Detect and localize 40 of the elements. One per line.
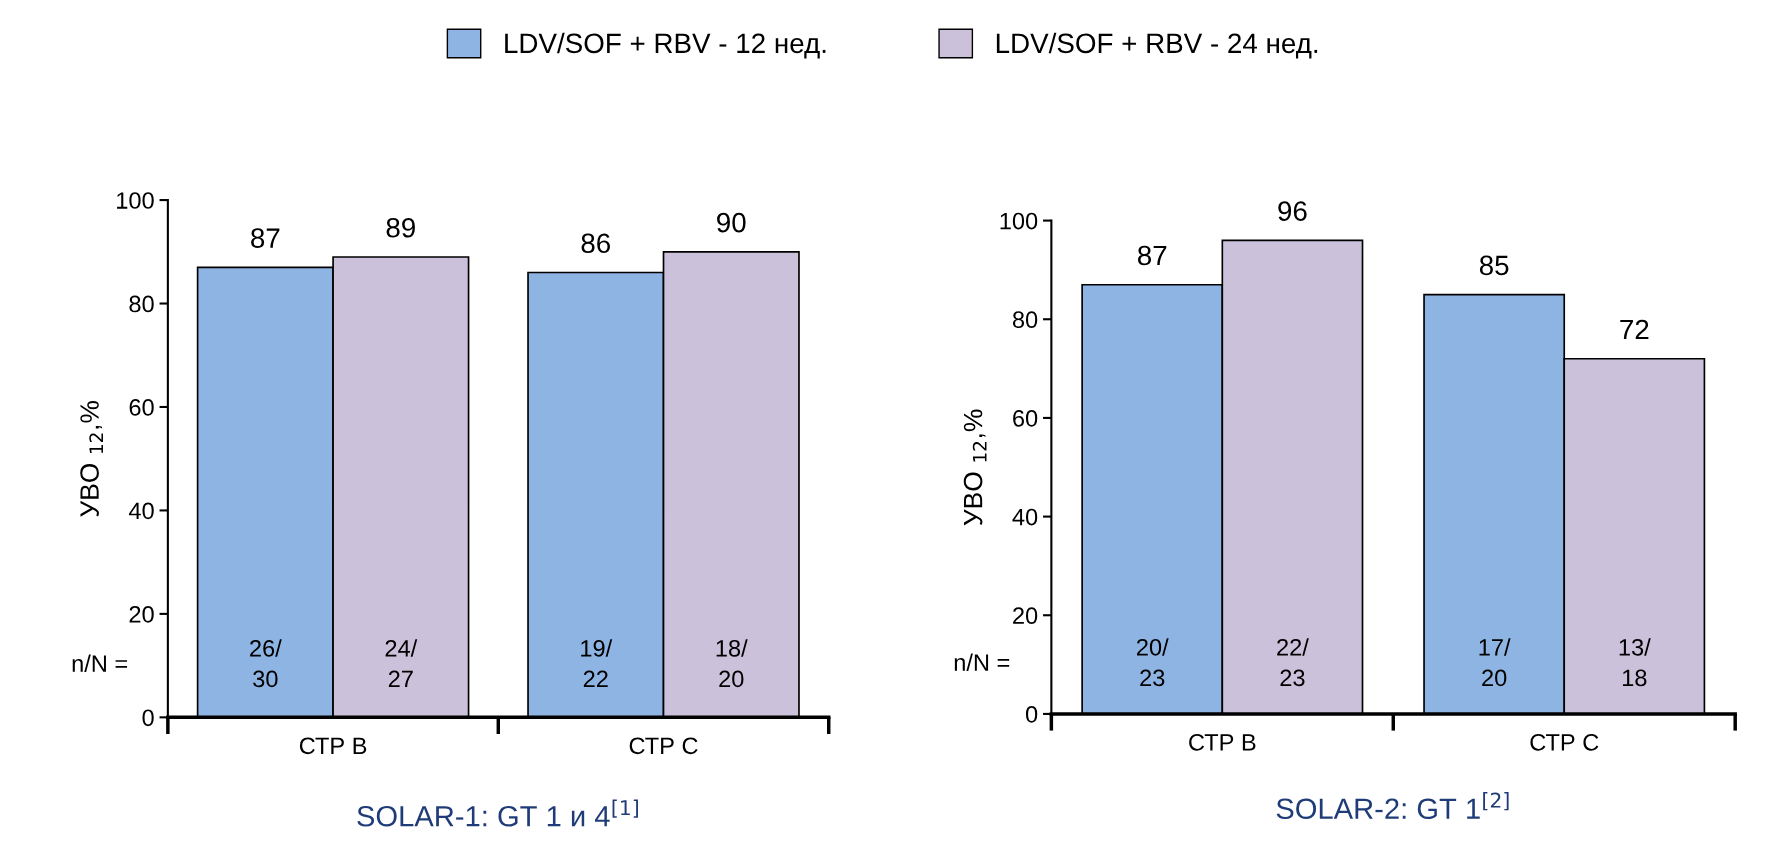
data-label: 86 bbox=[581, 233, 610, 254]
x-tick-label: СТР B bbox=[1189, 733, 1256, 751]
x-tick-label: СТР C bbox=[1530, 733, 1599, 751]
data-label: 96 bbox=[1278, 201, 1307, 221]
text: n/N = bbox=[72, 654, 128, 672]
data-label: 87 bbox=[251, 228, 280, 248]
y-tick-label: 20 bbox=[1013, 607, 1038, 625]
annotation: 24/ 27 bbox=[385, 639, 418, 688]
annotation: 19/ 22 bbox=[581, 639, 613, 688]
y-tick-label: 40 bbox=[1012, 508, 1038, 526]
y-tick-label: 40 bbox=[128, 502, 154, 520]
annotation: 18/ 20 bbox=[716, 639, 748, 688]
y-tick-label: 80 bbox=[1012, 311, 1038, 329]
y-tick-label: 60 bbox=[1013, 409, 1038, 427]
y-tick-label: 100 bbox=[117, 192, 154, 209]
x-tick-label: СТР B bbox=[299, 737, 367, 755]
text: SOLAR-1: GT 1 и 4$^{[1]}$ bbox=[357, 799, 638, 827]
y-tick-label: 80 bbox=[129, 295, 154, 313]
y-axis-title: УВО $_{12}$,% bbox=[963, 409, 987, 526]
annotation: 26/ 30 bbox=[250, 639, 282, 688]
y-tick-label: 0 bbox=[1025, 705, 1038, 723]
data-label: 72 bbox=[1620, 319, 1649, 340]
data-label: 89 bbox=[386, 217, 415, 238]
annotation: 17/ 20 bbox=[1479, 638, 1511, 687]
legend-label: LDV/SOF + RBV - 24 нед. bbox=[996, 32, 1318, 59]
data-label: 87 bbox=[1137, 245, 1167, 266]
y-axis-title: УВО $_{12}$,% bbox=[80, 401, 103, 517]
x-tick-label: СТР C bbox=[629, 737, 698, 755]
text: SOLAR-2: GT 1$^{[2]}$ bbox=[1276, 792, 1509, 820]
legend-label: LDV/SOF + RBV - 12 нед. bbox=[505, 32, 826, 59]
y-tick-label: 20 bbox=[129, 605, 154, 623]
data-label: 90 bbox=[717, 212, 746, 233]
y-tick-label: 0 bbox=[142, 709, 154, 727]
y-tick-label: 60 bbox=[129, 399, 154, 416]
text: n/N = bbox=[954, 653, 1010, 671]
annotation: 20/ 23 bbox=[1137, 638, 1169, 687]
y-tick-label: 100 bbox=[1000, 212, 1038, 230]
data-label: 85 bbox=[1479, 255, 1509, 276]
annotation: 22/ 23 bbox=[1277, 638, 1309, 687]
annotation: 13/ 18 bbox=[1619, 638, 1651, 687]
